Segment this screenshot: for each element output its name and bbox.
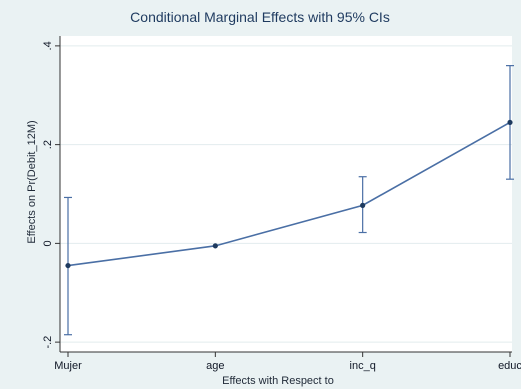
y-tick-label: -.2 xyxy=(42,336,54,349)
y-tick-label: .4 xyxy=(42,41,54,50)
data-point xyxy=(360,202,366,208)
x-tick-label: inc_q xyxy=(350,360,376,372)
series-line xyxy=(67,121,511,267)
data-points xyxy=(65,119,513,269)
effect-line xyxy=(67,121,511,267)
grid-lines xyxy=(60,45,512,343)
plot-area xyxy=(60,36,512,352)
x-tick-label: Mujer xyxy=(54,360,82,372)
chart-title: Conditional Marginal Effects with 95% CI… xyxy=(130,9,390,25)
data-point xyxy=(212,243,218,249)
x-axis-title: Effects with Respect to xyxy=(222,375,334,387)
x-tick-label: age xyxy=(206,360,224,372)
data-point xyxy=(65,262,71,269)
y-tick-label: 0 xyxy=(42,240,54,246)
x-tick-label: educ xyxy=(498,360,521,372)
y-axis-title: Effects on Pr(Debit_12M) xyxy=(26,120,38,243)
axes: -.2 0 .2 .4 Mujer age inc_q educ xyxy=(42,36,521,372)
data-point xyxy=(507,119,513,126)
y-tick-label: .2 xyxy=(42,140,54,149)
